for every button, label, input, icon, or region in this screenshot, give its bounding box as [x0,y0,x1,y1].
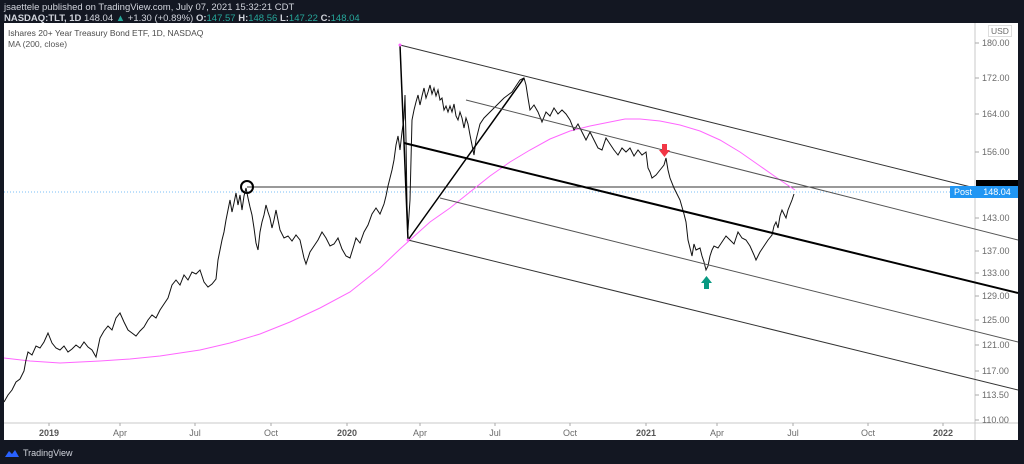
brand-name[interactable]: TradingView [23,448,73,458]
y-axis-label: 180.00 [982,38,1010,48]
last-price: 148.04 [84,13,114,24]
y-axis-label: 172.00 [982,73,1010,83]
x-axis-label: Oct [860,428,876,438]
footer: TradingView [4,448,73,458]
x-axis-label: 2020 [336,428,358,438]
pitchfork-inner-lower-line [439,197,1019,343]
x-axis-label: Apr [112,428,128,438]
tradingview-cloud-icon[interactable] [4,448,20,458]
x-axis-label: Apr [412,428,428,438]
price-change: +1.30 (+0.89%) [127,13,194,24]
publisher-line: jsaettele published on TradingView.com, … [4,2,295,13]
y-axis-label: 113.50 [982,390,1009,400]
x-axis-label: Oct [562,428,578,438]
high-value: 148.56 [248,13,278,24]
y-axis-label: 137.00 [982,246,1010,256]
currency-label[interactable]: USD [988,25,1012,37]
x-axis-label: 2022 [932,428,954,438]
y-axis-label: 121.00 [982,340,1010,350]
andrews-pitchfork [399,44,1019,391]
x-axis-label: Jul [189,428,201,438]
x-axis-label: 2019 [38,428,60,438]
pitchfork-inner-upper-line [465,99,1019,241]
pitchfork-handle-a-b [399,44,409,241]
y-axis-label: 156.00 [982,147,1010,157]
up-triangle-icon: ▲ [115,13,126,24]
y-axis-label: 125.00 [982,315,1010,325]
open-value: 147.57 [206,13,236,24]
down-arrow-icon [659,144,670,157]
y-axis-label: 143.00 [982,213,1010,223]
y-axis-label: 129.00 [982,291,1010,301]
x-axis-label: Jul [787,428,799,438]
low-value: 147.22 [288,13,318,24]
x-ticks [48,423,944,426]
x-axis-label: Apr [709,428,725,438]
pitchfork-lower-line [407,239,1019,391]
symbol-line: NASDAQ:TLT, 1D 148.04 ▲ +1.30 (+0.89%) O… [4,13,360,24]
post-label: Post [950,186,977,198]
close-value: 148.04 [330,13,360,24]
high-price-tag [976,180,1018,186]
legend-indicator[interactable]: MA (200, close) [8,39,68,49]
ma-200-line [3,118,796,364]
legend-title: Ishares 20+ Year Treasury Bond ETF, 1D, … [8,28,204,38]
y-axis-label: 164.00 [982,109,1010,119]
x-axis-label: 2021 [635,428,657,438]
chart-header: jsaettele published on TradingView.com, … [4,2,360,24]
symbol: NASDAQ:TLT, 1D [4,13,82,24]
pitchfork-median-line [403,142,1019,294]
price-series [3,77,795,403]
x-axis-label: Oct [263,428,279,438]
x-axis-label: Jul [489,428,501,438]
y-ticks [975,42,979,421]
pitchfork-upper-line [399,44,976,189]
y-axis-label: 117.00 [982,366,1009,376]
up-arrow-icon [701,276,712,289]
y-axis-label: 110.00 [982,415,1009,425]
last-price-tag: 148.04 [976,186,1018,198]
y-axis-label: 133.00 [982,268,1010,278]
chart-legend: Ishares 20+ Year Treasury Bond ETF, 1D, … [8,28,203,50]
